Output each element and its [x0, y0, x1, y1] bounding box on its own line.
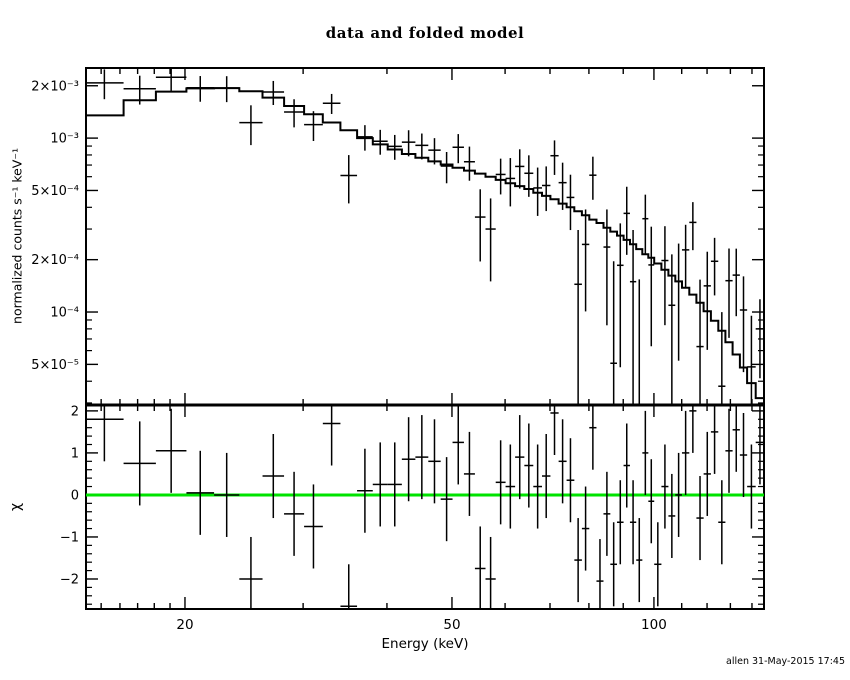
svg-text:1: 1	[71, 446, 79, 461]
svg-text:−2: −2	[60, 572, 79, 587]
svg-text:2×10⁻⁴: 2×10⁻⁴	[31, 253, 79, 268]
plot-title: data and folded model	[325, 24, 525, 42]
svg-text:−1: −1	[60, 530, 79, 545]
svg-text:2: 2	[71, 404, 79, 419]
svg-text:2×10⁻³: 2×10⁻³	[31, 79, 79, 94]
svg-text:100: 100	[641, 617, 667, 633]
svg-text:5×10⁻⁵: 5×10⁻⁵	[31, 358, 79, 373]
svg-text:10⁻³: 10⁻³	[50, 132, 79, 147]
svg-text:0: 0	[71, 488, 79, 503]
svg-text:10⁻⁴: 10⁻⁴	[50, 306, 79, 321]
svg-text:20: 20	[176, 617, 193, 633]
svg-text:5×10⁻⁴: 5×10⁻⁴	[31, 184, 79, 199]
plot-timestamp: allen 31-May-2015 17:45	[726, 656, 845, 667]
svg-text:50: 50	[443, 617, 460, 633]
x-axis-label-energy: Energy (keV)	[381, 636, 469, 652]
